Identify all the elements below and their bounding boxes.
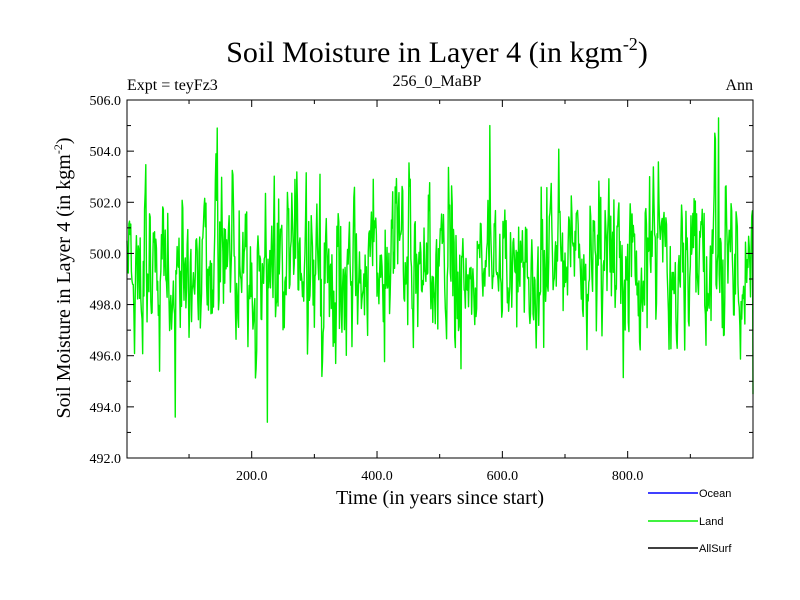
chart-title-superscript: -2	[623, 34, 638, 54]
y-tick-label: 494.0	[90, 401, 122, 416]
y-axis-label: Soil Moisture in Layer 4 (in kgm-2)	[51, 137, 75, 418]
y-tick-label: 502.0	[90, 196, 122, 211]
y-tick-label: 506.0	[90, 94, 122, 109]
legend: Ocean Land AllSurf	[648, 488, 732, 555]
x-tick-label: 800.0	[612, 469, 644, 484]
series-group	[126, 117, 754, 423]
x-tick-label: 400.0	[361, 469, 393, 484]
y-tick-label: 500.0	[90, 247, 122, 262]
y-tick-label: 492.0	[90, 452, 122, 467]
y-tick-label: 496.0	[90, 350, 122, 365]
legend-label-land: Land	[699, 516, 723, 528]
x-tick-label: 200.0	[236, 469, 268, 484]
subtitle-right: Ann	[725, 77, 753, 94]
subtitle-center: 256_0_MaBP	[393, 73, 482, 90]
ticks-group: 492.0 494.0 496.0 498.0 500.0 502.0 504.0 506.0…	[90, 94, 753, 484]
y-tick-label: 498.0	[90, 299, 122, 314]
y-tick-label: 504.0	[90, 145, 122, 160]
legend-label-ocean: Ocean	[699, 488, 731, 500]
x-tick-label: 600.0	[487, 469, 519, 484]
plot-frame	[126, 99, 754, 459]
x-axis-label: Time (in years since start)	[336, 487, 544, 509]
series-line-land	[126, 117, 754, 423]
chart-title: Soil Moisture in Layer 4 (in kgm-2)	[226, 34, 648, 69]
y-axis-label-superscript: -2	[51, 144, 65, 154]
legend-label-allsurf: AllSurf	[699, 543, 732, 555]
subtitle-left: Expt = teyFz3	[127, 77, 218, 94]
